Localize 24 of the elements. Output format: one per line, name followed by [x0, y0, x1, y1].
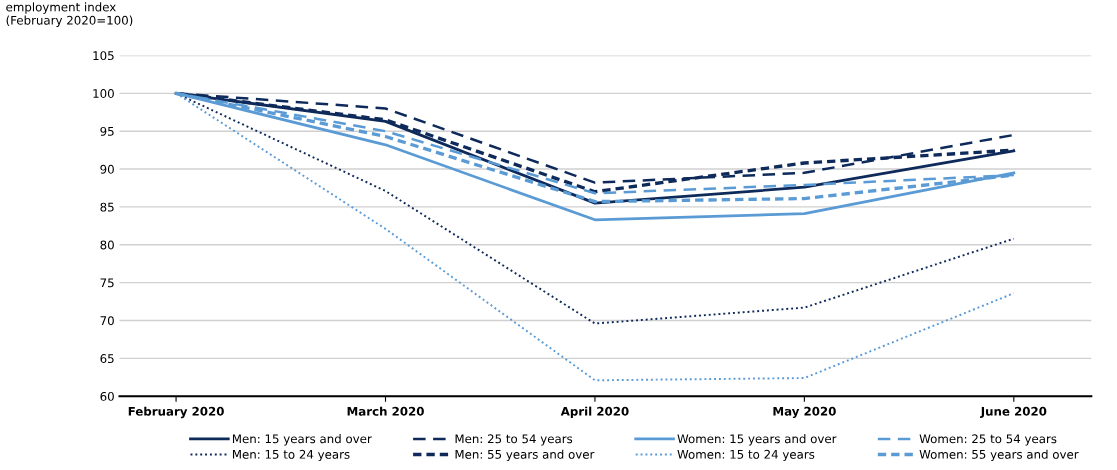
y-tick-label: 70 — [100, 316, 114, 326]
y-tick-label: 65 — [100, 354, 114, 363]
legend-label: Men: 15 to 24 years — [232, 449, 350, 462]
legend-label: Women: 55 years and over — [919, 449, 1079, 462]
x-tick-label: June 2020 — [980, 406, 1047, 418]
x-tick-label: March 2020 — [347, 406, 424, 416]
legend-label: Men: 25 to 54 years — [455, 434, 573, 446]
legend-label: Women: 15 to 24 years — [677, 449, 815, 462]
y-tick-label: 105 — [93, 51, 114, 61]
legend-label: Men: 15 years and over — [232, 434, 372, 446]
y-tick-label: 95 — [100, 126, 114, 136]
y-axis-title: employment index (February 2020=100) — [6, 2, 133, 27]
y-tick-label: 100 — [93, 89, 114, 98]
y-tick-label: 90 — [100, 164, 114, 174]
legend-label: Women: 25 to 54 years — [919, 434, 1057, 446]
y-tick-label: 60 — [100, 391, 114, 401]
x-tick-label: February 2020 — [128, 406, 224, 419]
y-tick-label: 85 — [100, 202, 114, 212]
y-tick-label: 75 — [100, 278, 114, 288]
legend-label: Women: 15 years and over — [677, 434, 837, 446]
x-tick-label: May 2020 — [773, 406, 836, 419]
x-tick-label: April 2020 — [560, 406, 629, 419]
y-tick-label: 80 — [100, 240, 114, 250]
legend-label: Men: 55 years and over — [455, 449, 595, 462]
